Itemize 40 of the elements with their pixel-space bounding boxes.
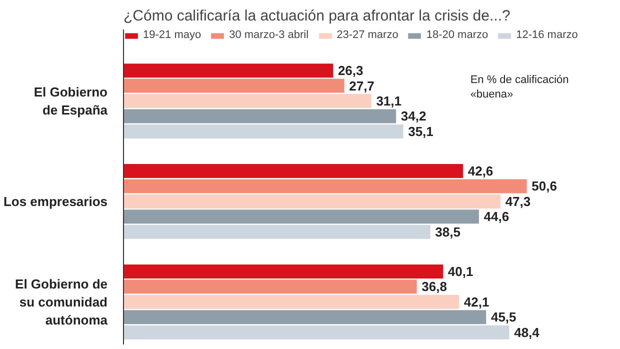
data-label: 50,6 — [532, 178, 557, 194]
bar — [124, 194, 500, 208]
bar — [124, 64, 334, 78]
data-label: 27,7 — [349, 78, 374, 94]
bar — [124, 94, 372, 108]
bar — [124, 109, 396, 124]
data-label: 42,1 — [464, 294, 490, 310]
annotation: En % de calificación «buena» — [470, 74, 569, 101]
y-tick-label: El Gobierno de España — [34, 84, 108, 118]
bar — [124, 179, 527, 194]
bar — [124, 164, 464, 178]
data-label: 26,3 — [338, 63, 364, 78]
y-tick-label: El Gobierno de su comunidad autónoma — [15, 276, 108, 328]
bar — [124, 124, 404, 138]
legend-label: 12-16 marzo — [516, 29, 578, 41]
bar — [124, 310, 486, 324]
bar — [124, 264, 444, 278]
data-label: 31,1 — [376, 94, 402, 109]
bar — [124, 280, 417, 294]
bar — [124, 78, 344, 93]
data-label: 48,4 — [514, 324, 540, 340]
data-label: 45,5 — [490, 310, 516, 325]
data-label: 36,8 — [422, 279, 447, 294]
bar — [124, 224, 430, 239]
data-label: 34,2 — [400, 108, 426, 124]
legend-label: 19-21 mayo — [143, 29, 202, 41]
chart-title: ¿Cómo calificaría la actuación para afrontar la crisis de...? — [124, 8, 510, 24]
data-label: 44,6 — [484, 209, 510, 224]
data-label: 35,1 — [408, 124, 434, 139]
data-label: 40,1 — [448, 264, 474, 279]
legend-label: 30 marzo-3 abril — [229, 29, 309, 41]
data-label: 47,3 — [505, 194, 531, 209]
bar — [124, 294, 460, 309]
bar — [124, 210, 479, 224]
legend-label: 23-27 marzo — [336, 29, 398, 41]
bar — [124, 325, 510, 340]
data-label: 42,6 — [468, 164, 494, 179]
data-label: 38,5 — [435, 224, 460, 240]
legend-label: 18-20 marzo — [426, 29, 488, 41]
y-tick-label: Los empresarios — [3, 194, 108, 209]
